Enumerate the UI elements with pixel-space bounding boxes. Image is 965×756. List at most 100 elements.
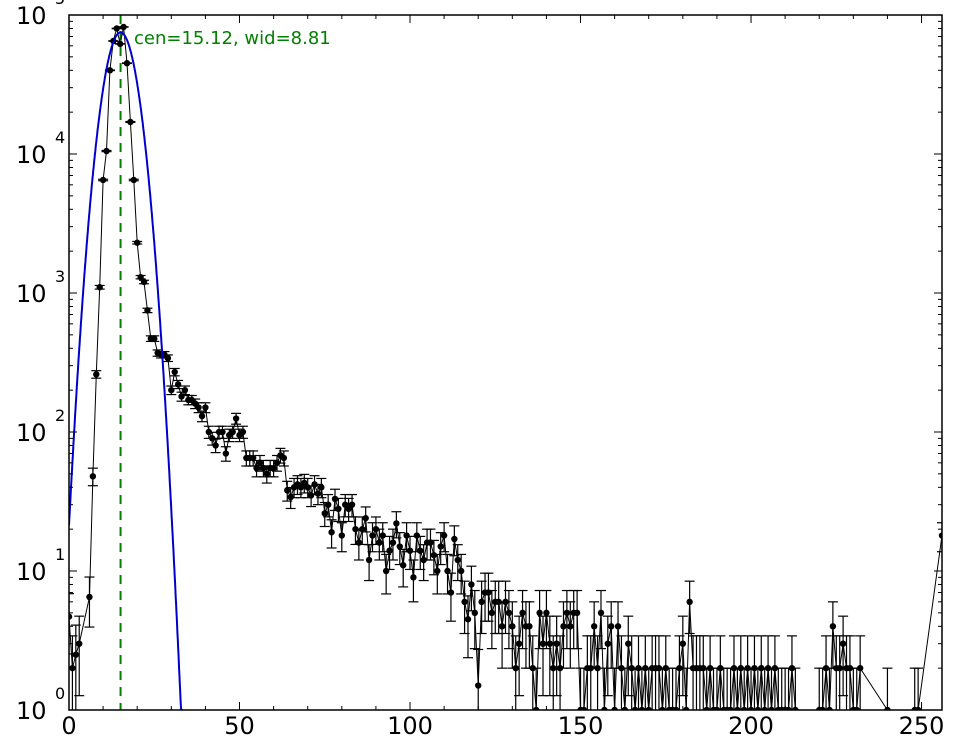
data-point (222, 450, 230, 457)
data-point (573, 609, 581, 617)
y-tick-exponent: 2 (55, 406, 65, 425)
data-point (468, 581, 475, 588)
data-point (822, 664, 830, 672)
data-point (676, 664, 683, 672)
data-point (683, 706, 690, 710)
data-point (628, 664, 635, 672)
data-point (417, 547, 424, 554)
data-point (263, 470, 270, 478)
data-point (839, 640, 847, 647)
y-tick-exponent: 3 (55, 267, 65, 286)
data-point (826, 706, 833, 710)
data-point (751, 664, 758, 672)
data-point (567, 623, 574, 630)
data-point (543, 609, 550, 617)
y-tick-exponent: 4 (55, 128, 65, 147)
data-point (618, 664, 625, 672)
data-point (730, 664, 738, 672)
data-point (168, 386, 175, 394)
x-tick-label: 200 (728, 712, 774, 740)
x-tick-label: 100 (387, 712, 433, 740)
data-point (393, 520, 400, 527)
data-point (590, 623, 598, 630)
data-point (123, 60, 131, 67)
data-point (99, 176, 107, 184)
data-point (331, 495, 339, 503)
data-point (464, 616, 472, 623)
data-point (96, 284, 103, 291)
data-point (140, 278, 148, 286)
data-point (475, 682, 482, 689)
data-point (410, 574, 417, 581)
data-point (324, 501, 332, 508)
data-point (297, 484, 305, 491)
data-point (195, 404, 202, 411)
plot-frame (68, 14, 943, 711)
data-point (502, 598, 509, 606)
y-tick-label: 10 (16, 2, 47, 30)
x-tick-label: 50 (224, 712, 255, 740)
data-point (836, 664, 843, 672)
data-point (430, 551, 438, 559)
data-point (120, 23, 127, 31)
data-point (301, 479, 308, 487)
data-point (792, 706, 799, 710)
data-point (284, 487, 291, 494)
data-point (659, 706, 666, 710)
data-point (249, 454, 257, 462)
data-point (178, 393, 185, 400)
y-tick-exponent: 5 (55, 0, 65, 8)
data-point (127, 118, 134, 126)
data-point (744, 664, 751, 672)
data-point (113, 25, 120, 32)
data-point (307, 492, 315, 499)
data-point (546, 640, 554, 647)
data-point (938, 532, 942, 539)
data-point (686, 598, 693, 606)
data-point (597, 609, 605, 617)
data-point (519, 609, 526, 617)
data-point (478, 598, 485, 606)
data-point (359, 525, 366, 533)
data-point (734, 706, 741, 710)
data-point (389, 539, 397, 546)
fit-annotation: cen=15.12, wid=8.81 (134, 28, 331, 49)
data-point (164, 354, 172, 362)
data-point (856, 664, 864, 672)
data-point (103, 147, 110, 155)
data-point (106, 67, 114, 74)
data-point (737, 664, 745, 672)
data-point (509, 623, 516, 630)
data-point (608, 623, 615, 630)
data-point (229, 428, 236, 436)
data-point (256, 459, 264, 467)
data-point (621, 706, 629, 710)
data-point (93, 371, 100, 378)
data-point (365, 556, 373, 564)
data-point (512, 664, 519, 672)
data-point (706, 664, 714, 672)
data-point (382, 567, 390, 575)
data-point (311, 481, 318, 488)
data-point (352, 525, 359, 533)
data-point (280, 454, 288, 462)
data-point (700, 664, 707, 672)
data-point (604, 640, 612, 647)
data-point (587, 664, 594, 672)
data-point (403, 532, 410, 539)
data-point (553, 640, 560, 647)
data-point (86, 593, 93, 601)
data-point (532, 706, 540, 710)
x-tick-label: 250 (899, 712, 945, 740)
data-point (72, 651, 80, 658)
data-point (655, 664, 663, 672)
data-point (642, 664, 649, 672)
data-point (788, 664, 796, 672)
data-point (413, 532, 421, 539)
data-point (174, 381, 182, 388)
data-point (703, 706, 710, 710)
data-point (151, 335, 158, 342)
data-point (270, 464, 277, 472)
data-point (447, 589, 455, 596)
